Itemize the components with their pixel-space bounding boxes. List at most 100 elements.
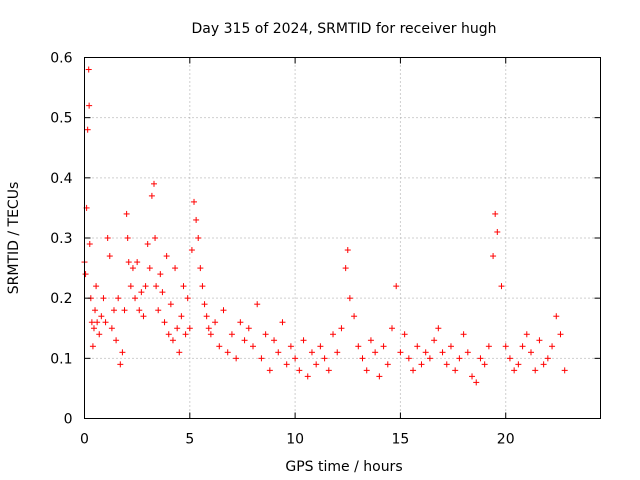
y-tick-label: 0.4 — [50, 171, 72, 187]
data-point — [464, 349, 471, 356]
data-point — [136, 307, 143, 314]
data-point — [148, 192, 155, 199]
data-point — [108, 325, 115, 332]
y-axis-ticks: 0 0.1 0.2 0.3 0.4 0.5 0.6 — [50, 51, 601, 428]
data-point — [172, 265, 179, 272]
data-point — [549, 343, 556, 350]
data-point — [511, 367, 518, 374]
data-point — [197, 265, 204, 272]
data-point — [279, 319, 286, 326]
data-point — [203, 313, 210, 320]
data-point — [490, 253, 497, 260]
data-point — [151, 180, 158, 187]
data-point — [84, 126, 91, 133]
data-point — [418, 361, 425, 368]
data-point — [155, 307, 162, 314]
data-point — [138, 289, 145, 296]
data-point — [460, 331, 467, 338]
data-point — [338, 325, 345, 332]
x-tick-label: 15 — [392, 432, 410, 448]
data-point — [401, 331, 408, 338]
data-point — [473, 379, 480, 386]
gridlines — [84, 57, 601, 419]
data-point — [372, 349, 379, 356]
data-point — [86, 102, 93, 109]
data-point — [346, 295, 353, 302]
y-tick-label: 0.2 — [50, 291, 72, 307]
x-axis-label: GPS time / hours — [285, 459, 402, 475]
data-point — [205, 325, 212, 332]
data-point — [410, 367, 417, 374]
data-point — [93, 283, 100, 290]
data-point — [321, 355, 328, 362]
data-point — [88, 319, 95, 326]
y-axis-label: SRMTID / TECUs — [6, 182, 22, 295]
data-point — [110, 307, 117, 314]
data-point — [159, 289, 166, 296]
data-point — [86, 241, 93, 248]
data-point — [344, 247, 351, 254]
y-tick-label: 0.1 — [50, 351, 72, 367]
data-point — [325, 367, 332, 374]
data-point — [174, 325, 181, 332]
data-point — [142, 283, 149, 290]
data-point — [245, 325, 252, 332]
data-point — [296, 367, 303, 374]
data-point — [224, 349, 231, 356]
data-point — [220, 307, 227, 314]
plot-frame — [84, 57, 601, 419]
data-point — [144, 241, 151, 248]
data-point — [367, 337, 374, 344]
data-point — [249, 343, 256, 350]
x-tick-label: 5 — [185, 432, 194, 448]
data-point — [212, 319, 219, 326]
data-point — [469, 373, 476, 380]
data-point — [308, 349, 315, 356]
x-axis-ticks: 0 5 10 15 20 — [80, 57, 515, 448]
data-point — [515, 361, 522, 368]
y-tick-label: 0.3 — [50, 231, 72, 247]
data-point — [426, 355, 433, 362]
data-point — [317, 343, 324, 350]
data-point — [193, 216, 200, 223]
data-point — [397, 349, 404, 356]
data-point — [422, 349, 429, 356]
data-point — [287, 343, 294, 350]
data-point — [254, 301, 261, 308]
data-point — [98, 313, 105, 320]
data-point — [540, 361, 547, 368]
data-points — [81, 66, 568, 386]
data-point — [199, 283, 206, 290]
data-point — [184, 295, 191, 302]
data-point — [481, 361, 488, 368]
data-point — [283, 361, 290, 368]
data-point — [456, 355, 463, 362]
data-point — [447, 343, 454, 350]
data-point — [113, 337, 120, 344]
data-point — [140, 313, 147, 320]
data-point — [553, 313, 560, 320]
data-point — [169, 337, 176, 344]
data-point — [506, 355, 513, 362]
data-point — [342, 265, 349, 272]
data-point — [195, 235, 202, 241]
data-point — [124, 235, 131, 241]
data-point — [165, 331, 172, 338]
data-point — [191, 198, 198, 205]
data-point — [96, 331, 103, 338]
chart-title: Day 315 of 2024, SRMTID for receiver hug… — [192, 21, 497, 37]
data-point — [182, 331, 189, 338]
data-point — [152, 235, 159, 241]
data-point — [275, 349, 282, 356]
data-point — [100, 295, 107, 302]
data-point — [85, 66, 92, 73]
data-point — [94, 319, 101, 326]
data-point — [201, 301, 208, 308]
data-point — [178, 313, 185, 320]
data-point — [237, 319, 244, 326]
data-point — [228, 331, 235, 338]
data-point — [351, 313, 358, 320]
data-point — [435, 325, 442, 332]
data-point — [523, 331, 530, 338]
